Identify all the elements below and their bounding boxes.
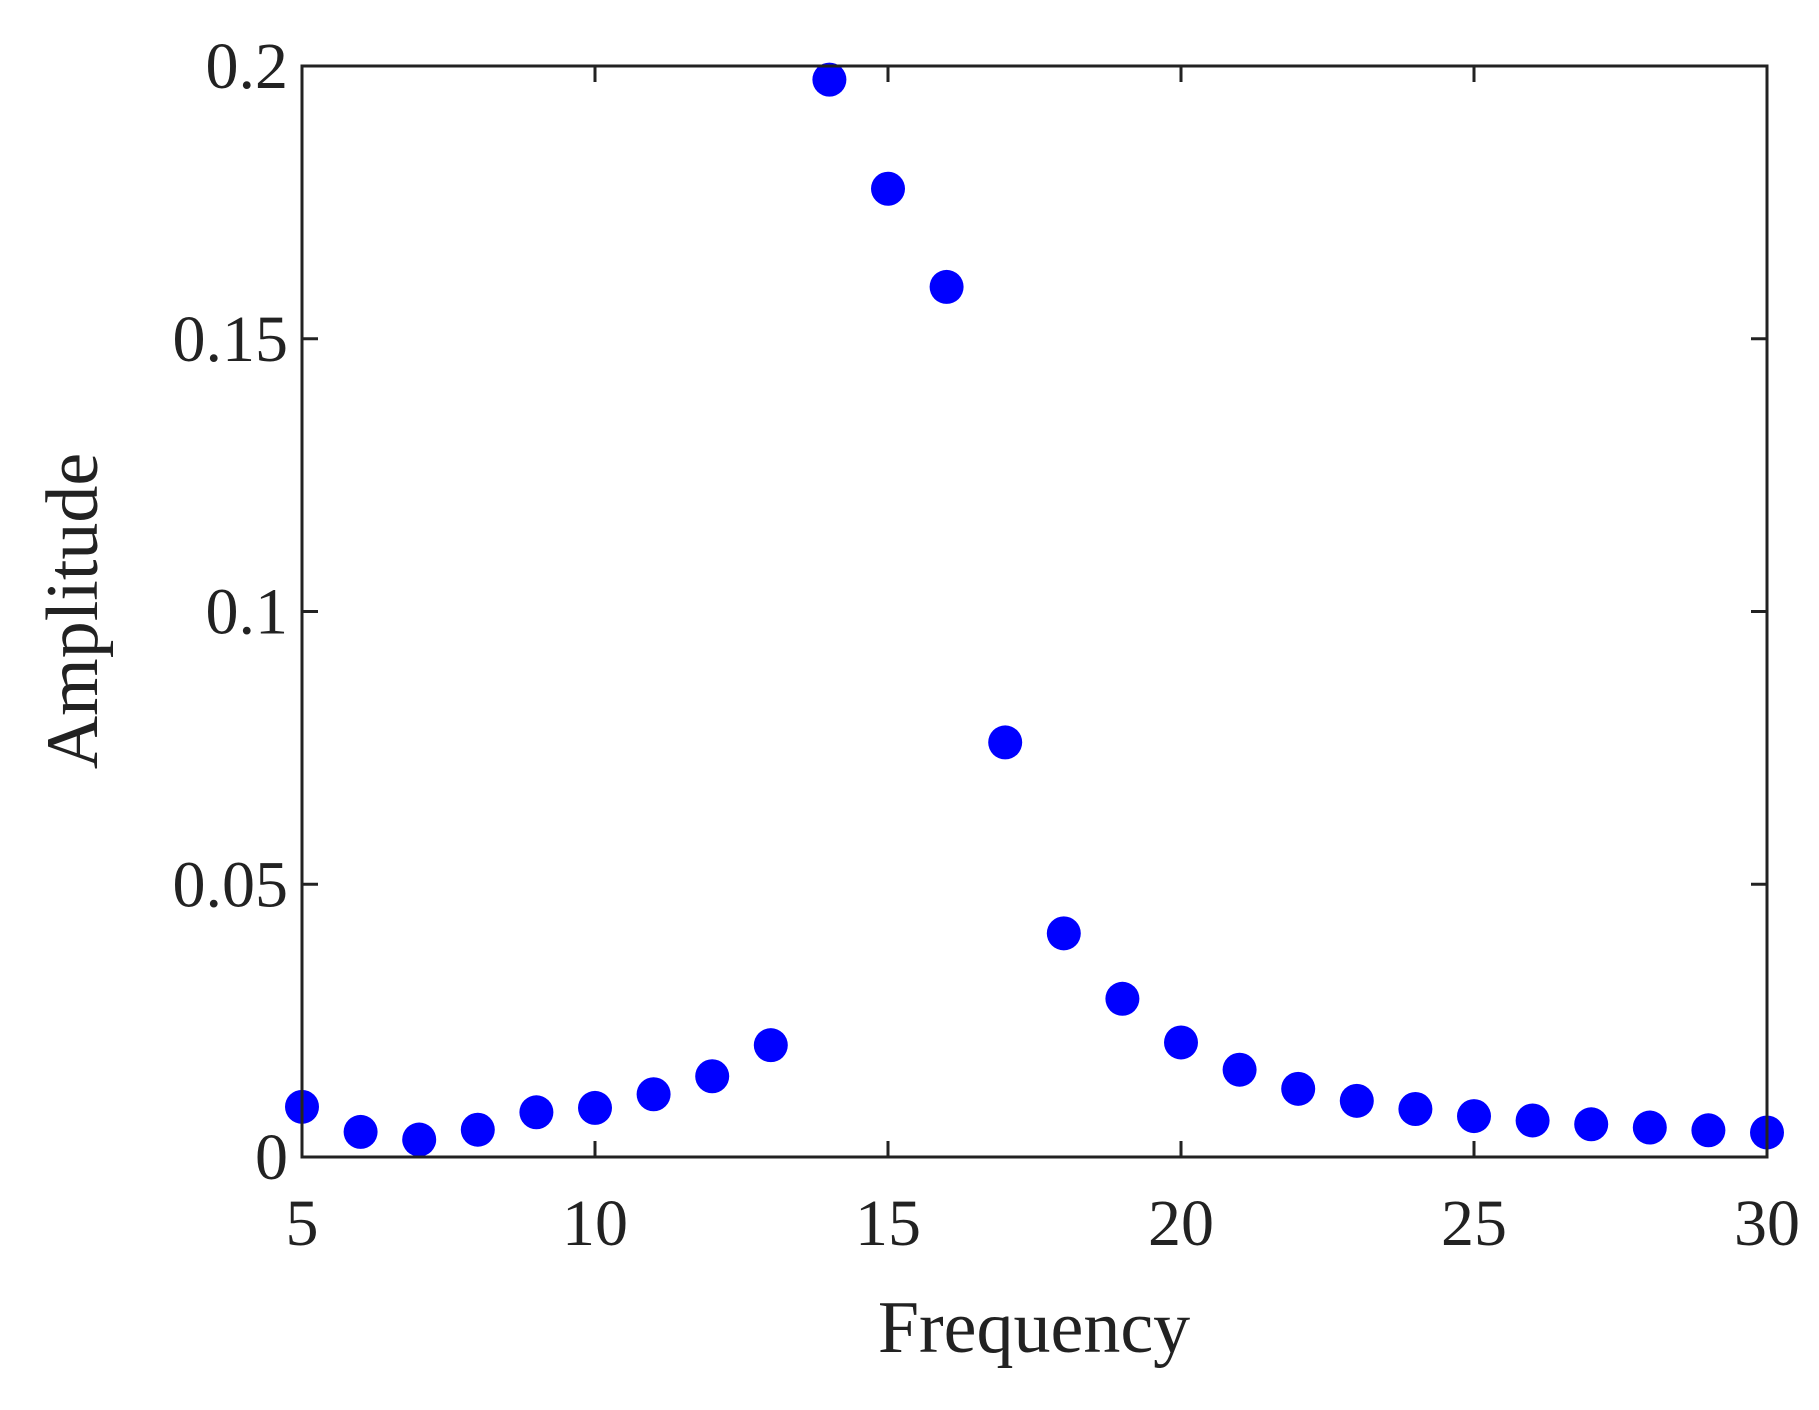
data-point — [1515, 1103, 1550, 1138]
data-point — [1164, 1025, 1198, 1060]
data-point — [1457, 1099, 1491, 1134]
data-point — [812, 62, 847, 97]
y-tick-label: 0.2 — [206, 30, 289, 103]
plot-frame — [300, 64, 1769, 1159]
data-points — [285, 62, 1784, 1157]
y-tick-labels: 0 0.05 0.1 0.15 0.2 — [173, 30, 289, 1194]
data-point — [1691, 1113, 1726, 1148]
x-tick-label: 25 — [1441, 1187, 1507, 1260]
data-point — [402, 1122, 437, 1157]
x-tick-label: 5 — [286, 1187, 319, 1260]
data-point — [578, 1090, 612, 1125]
y-axis-label: Amplitude — [32, 453, 114, 770]
y-tick-label: 0.05 — [173, 848, 289, 921]
data-point — [1222, 1052, 1257, 1087]
x-tick-label: 30 — [1734, 1187, 1800, 1260]
x-tick-label: 20 — [1148, 1187, 1214, 1260]
data-point — [871, 171, 905, 206]
data-point — [636, 1077, 671, 1112]
data-point — [1339, 1083, 1374, 1118]
y-tick-label: 0 — [255, 1121, 288, 1194]
data-point — [519, 1095, 554, 1130]
x-tick-labels: 5 10 15 20 25 30 — [286, 1187, 1801, 1260]
data-point — [988, 725, 1023, 760]
data-point — [753, 1028, 788, 1063]
data-point — [1105, 981, 1140, 1016]
data-point — [1632, 1110, 1667, 1145]
x-tick-label: 10 — [562, 1187, 628, 1260]
data-point — [1398, 1091, 1433, 1126]
data-point — [695, 1059, 730, 1094]
data-point — [1046, 916, 1081, 951]
data-point — [460, 1112, 495, 1147]
y-tick-label: 0.15 — [173, 303, 289, 376]
axis-ticks — [300, 64, 1769, 1159]
data-point — [929, 269, 964, 304]
data-point — [343, 1114, 378, 1149]
y-tick-label: 0.1 — [206, 576, 289, 649]
data-point — [1574, 1107, 1609, 1142]
data-point — [1281, 1071, 1316, 1106]
x-tick-label: 15 — [855, 1187, 921, 1260]
x-axis-label: Frequency — [878, 1287, 1190, 1369]
